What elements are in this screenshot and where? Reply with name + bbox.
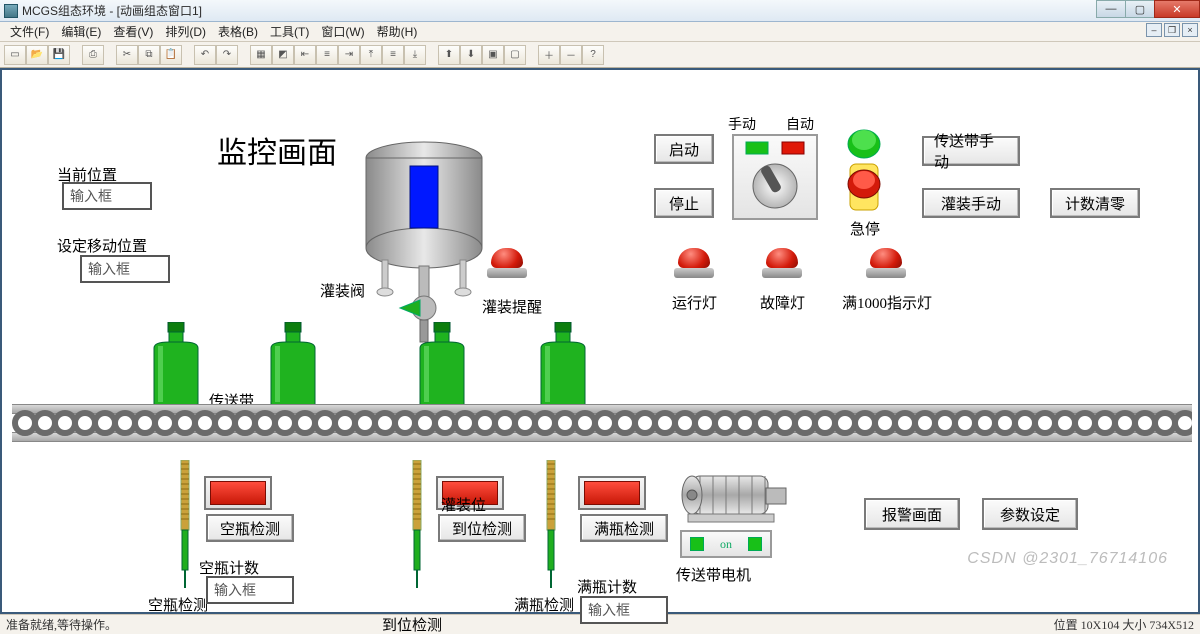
menu-item[interactable]: 排列(D) bbox=[159, 24, 212, 40]
sensor-probe bbox=[410, 460, 424, 593]
mode-switch-panel[interactable] bbox=[732, 134, 818, 220]
hmi-canvas: 监控画面 当前位置 输入框 设定移动位置 输入框 灌装阀 灌装提醒 启动 停止 … bbox=[0, 68, 1200, 614]
stop-button[interactable]: 停止 bbox=[654, 188, 714, 218]
tb-cut[interactable]: ✂ bbox=[116, 45, 138, 65]
sensor-probe bbox=[544, 460, 558, 593]
start-button[interactable]: 启动 bbox=[654, 134, 714, 164]
tb-tofront[interactable]: ⬆ bbox=[438, 45, 460, 65]
tb-snap[interactable]: ◩ bbox=[272, 45, 294, 65]
menu-item[interactable]: 查看(V) bbox=[107, 24, 159, 40]
tb-align-c[interactable]: ≡ bbox=[316, 45, 338, 65]
tb-paste[interactable]: 📋 bbox=[160, 45, 182, 65]
tb-redo[interactable]: ↷ bbox=[216, 45, 238, 65]
bottle bbox=[265, 322, 321, 411]
tb-align-b[interactable]: ⤓ bbox=[404, 45, 426, 65]
probe1-label: 空瓶检测 bbox=[148, 594, 208, 615]
bottle bbox=[414, 322, 470, 411]
full-count-input[interactable]: 输入框 bbox=[580, 596, 668, 624]
toolbar: ▭📂💾⎙✂⧉📋↶↷▦◩⇤≡⇥⤒≡⤓⬆⬇▣▢＋－? bbox=[0, 42, 1200, 68]
empty-count-label: 空瓶计数 bbox=[199, 557, 259, 578]
fill-alert-label: 灌装提醒 bbox=[482, 296, 542, 317]
count-reset-button[interactable]: 计数清零 bbox=[1050, 188, 1140, 218]
status-right: 位置 10X104 大小 734X512 bbox=[1054, 616, 1194, 633]
tb-toback[interactable]: ⬇ bbox=[460, 45, 482, 65]
child-max-button[interactable]: ❐ bbox=[1164, 23, 1180, 37]
tb-align-m[interactable]: ≡ bbox=[382, 45, 404, 65]
motor-control[interactable]: on bbox=[680, 530, 772, 558]
tb-save[interactable]: 💾 bbox=[48, 45, 70, 65]
tb-grid[interactable]: ▦ bbox=[250, 45, 272, 65]
page-title: 监控画面 bbox=[217, 128, 337, 172]
close-button[interactable]: ✕ bbox=[1154, 0, 1200, 18]
full-count-label: 满瓶计数 bbox=[577, 576, 637, 597]
sensor-probe bbox=[178, 460, 192, 593]
status-left: 准备就绪,等待操作。 bbox=[6, 616, 117, 633]
bottle bbox=[535, 322, 591, 411]
tb-open[interactable]: 📂 bbox=[26, 45, 48, 65]
watermark: CSDN @2301_76714106 bbox=[967, 550, 1168, 568]
fill-valve-label: 灌装阀 bbox=[320, 280, 365, 301]
child-min-button[interactable]: – bbox=[1146, 23, 1162, 37]
alarm-screen-button[interactable]: 报警画面 bbox=[864, 498, 960, 530]
full-detect-button[interactable]: 满瓶检测 bbox=[580, 514, 668, 542]
fault-lamp bbox=[762, 248, 802, 278]
param-set-button[interactable]: 参数设定 bbox=[982, 498, 1078, 530]
tb-undo[interactable]: ↶ bbox=[194, 45, 216, 65]
empty-detect-button[interactable]: 空瓶检测 bbox=[206, 514, 294, 542]
tb-new[interactable]: ▭ bbox=[4, 45, 26, 65]
fill-alert-lamp bbox=[487, 248, 527, 278]
menu-item[interactable]: 编辑(E) bbox=[55, 24, 107, 40]
window-title: MCGS组态环境 - [动画组态窗口1] bbox=[22, 2, 202, 19]
motor-on-text: on bbox=[720, 537, 732, 552]
menu-item[interactable]: 表格(B) bbox=[212, 24, 264, 40]
probe3-label: 满瓶检测 bbox=[514, 594, 574, 615]
tb-print[interactable]: ⎙ bbox=[82, 45, 104, 65]
bottle bbox=[148, 322, 204, 411]
tb-copy[interactable]: ⧉ bbox=[138, 45, 160, 65]
menu-item[interactable]: 工具(T) bbox=[264, 24, 315, 40]
fill-pos-label: 灌装位 bbox=[441, 494, 486, 515]
menu-item[interactable]: 帮助(H) bbox=[371, 24, 424, 40]
full-indicator bbox=[578, 476, 646, 510]
child-close-button[interactable]: × bbox=[1182, 23, 1198, 37]
menubar: 文件(F)编辑(E)查看(V)排列(D)表格(B)工具(T)窗口(W)帮助(H)… bbox=[0, 22, 1200, 42]
minimize-button[interactable]: — bbox=[1096, 0, 1126, 18]
maximize-button[interactable]: ▢ bbox=[1125, 0, 1155, 18]
manual-label: 手动 bbox=[728, 114, 756, 134]
menu-item[interactable]: 窗口(W) bbox=[315, 24, 370, 40]
motor-label: 传送带电机 bbox=[676, 564, 751, 585]
fill-manual-button[interactable]: 灌装手动 bbox=[922, 188, 1020, 218]
auto-label: 自动 bbox=[786, 114, 814, 134]
empty-indicator bbox=[204, 476, 272, 510]
full1000-lamp bbox=[866, 248, 906, 278]
probe2-label: 到位检测 bbox=[382, 614, 442, 635]
motor-graphic bbox=[678, 468, 788, 524]
titlebar: MCGS组态环境 - [动画组态窗口1] — ▢ ✕ bbox=[0, 0, 1200, 22]
tb-group[interactable]: ▣ bbox=[482, 45, 504, 65]
tb-zoom-out[interactable]: － bbox=[560, 45, 582, 65]
tb-help[interactable]: ? bbox=[582, 45, 604, 65]
full1000-label: 满1000指示灯 bbox=[842, 292, 932, 313]
estop-label: 急停 bbox=[850, 218, 880, 239]
conveyor-belt bbox=[12, 408, 1192, 438]
inplace-detect-button[interactable]: 到位检测 bbox=[438, 514, 526, 542]
run-lamp-label: 运行灯 bbox=[672, 292, 717, 313]
estop-button[interactable] bbox=[844, 128, 884, 216]
belt-manual-button[interactable]: 传送带手动 bbox=[922, 136, 1020, 166]
fault-lamp-label: 故障灯 bbox=[760, 292, 805, 313]
set-pos-label: 设定移动位置 bbox=[57, 235, 147, 256]
tb-ungroup[interactable]: ▢ bbox=[504, 45, 526, 65]
tb-align-l[interactable]: ⇤ bbox=[294, 45, 316, 65]
app-icon bbox=[4, 4, 18, 18]
cur-pos-input[interactable]: 输入框 bbox=[62, 182, 152, 210]
run-lamp bbox=[674, 248, 714, 278]
set-pos-input[interactable]: 输入框 bbox=[80, 255, 170, 283]
tb-zoom-in[interactable]: ＋ bbox=[538, 45, 560, 65]
empty-count-input[interactable]: 输入框 bbox=[206, 576, 294, 604]
tb-align-t[interactable]: ⤒ bbox=[360, 45, 382, 65]
tb-align-r[interactable]: ⇥ bbox=[338, 45, 360, 65]
menu-item[interactable]: 文件(F) bbox=[4, 24, 55, 40]
